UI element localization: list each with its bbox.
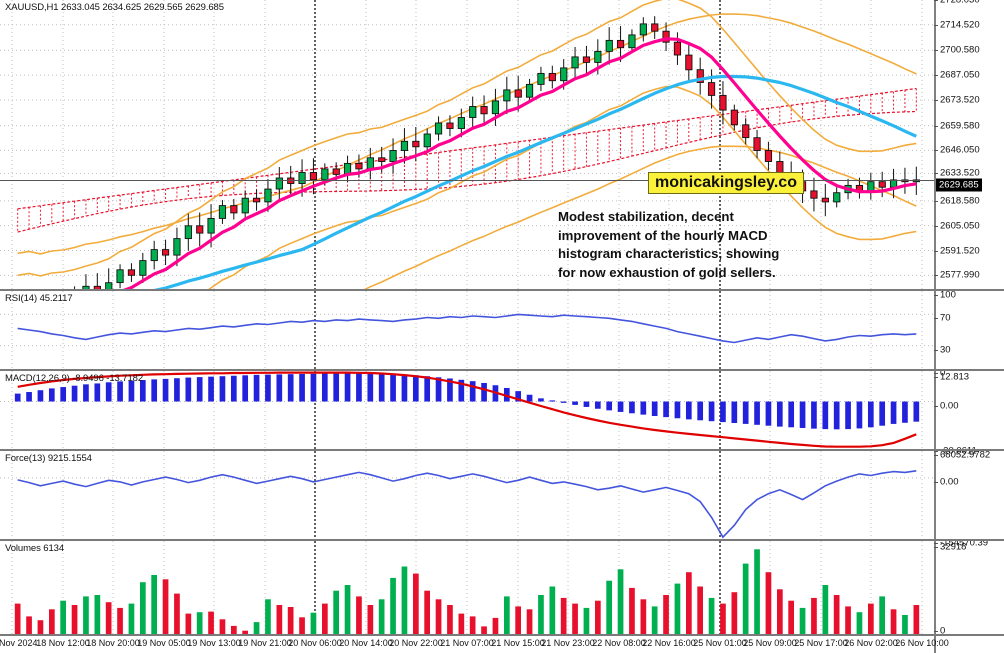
time-axis-label: 19 Nov 21:00 <box>238 638 292 648</box>
time-axis-label: 19 Nov 05:00 <box>137 638 191 648</box>
price-axis-column[interactable]: 2714.520 2700.580 2687.050 2673.520 2659.580… <box>934 0 1004 653</box>
rsi-axis-label: 100 <box>940 289 956 301</box>
force-label: Force(13) 9215.1554 <box>5 453 92 464</box>
price-axis-label: 2714.520 <box>940 19 980 31</box>
time-axis-label: 21 Nov 15:00 <box>491 638 545 648</box>
macd-panel[interactable] <box>0 371 934 449</box>
price-axis-label: 2633.520 <box>940 167 980 179</box>
axis-tick <box>934 318 938 320</box>
time-axis-label: 26 Nov 10:00 <box>895 638 949 648</box>
axis-tick <box>934 373 938 374</box>
volumes-axis-label: 32918 <box>940 541 967 553</box>
time-axis-label: 18 Nov 12:00 <box>36 638 90 648</box>
axis-tick <box>934 376 938 378</box>
price-axis-label: 2673.520 <box>940 94 980 106</box>
rsi-axis-label: 70 <box>940 312 951 324</box>
panel-divider-force <box>0 539 1004 541</box>
axis-tick <box>934 547 938 548</box>
time-axis-label: 18 Nov 20:00 <box>86 638 140 648</box>
rsi-plot-area[interactable] <box>0 291 934 369</box>
rsi-axis-label: 30 <box>940 344 951 356</box>
time-axis-label: 21 Nov 23:00 <box>541 638 595 648</box>
axis-tick <box>934 481 938 483</box>
force-axis-label: 68052.9782 <box>940 449 991 461</box>
time-axis-label: 18 Nov 2024 <box>0 638 38 648</box>
axis-tick <box>934 99 938 101</box>
axis-tick <box>934 150 938 152</box>
time-axis-label: 26 Nov 02:00 <box>844 638 898 648</box>
note-line-4: for now exhaustion of gold sellers. <box>558 264 776 280</box>
axis-tick <box>934 455 938 456</box>
last-price-badge: 2629.685 <box>936 178 982 192</box>
axis-tick <box>934 173 938 175</box>
volumes-plot-area[interactable] <box>0 541 934 635</box>
axis-tick <box>934 405 938 407</box>
axis-tick <box>934 125 938 127</box>
time-axis-label: 20 Nov 22:00 <box>389 638 443 648</box>
macd-axis-label: 12.813 <box>940 371 970 383</box>
time-axis-label: 22 Nov 16:00 <box>642 638 696 648</box>
axis-tick <box>934 631 938 632</box>
analysis-note: Modest stabilization, decent improvement… <box>558 208 779 282</box>
axis-tick <box>934 295 938 296</box>
panel-divider-price <box>0 289 1004 291</box>
macd-label: MACD(12,26,9) -8.9496 -13.7182 <box>5 373 143 384</box>
axis-tick <box>934 50 938 52</box>
volumes-panel[interactable] <box>0 541 934 635</box>
price-axis-label: 2605.050 <box>940 220 980 232</box>
time-axis-label: 25 Nov 17:00 <box>794 638 848 648</box>
time-axis-label: 22 Nov 08:00 <box>592 638 646 648</box>
force-axis-label: 0.00 <box>940 476 959 488</box>
axis-tick <box>934 250 938 252</box>
volumes-axis-label: 0 <box>940 625 946 637</box>
price-axis-label: 2618.580 <box>940 195 980 207</box>
rsi-label: RSI(14) 45.2117 <box>5 293 73 304</box>
price-axis-label: 2646.050 <box>940 144 980 156</box>
axis-tick <box>934 0 938 1</box>
price-axis-label: 2687.050 <box>940 69 980 81</box>
macd-axis-label: 0.00 <box>940 400 959 412</box>
volumes-label: Volumes 6134 <box>5 543 65 554</box>
axis-tick <box>934 543 938 544</box>
axis-tick <box>934 24 938 26</box>
note-line-2: improvement of the hourly MACD <box>558 227 768 243</box>
force-axis-label: -154570.39 <box>940 537 989 549</box>
force-plot-area[interactable] <box>0 451 934 539</box>
panel-divider-volumes <box>0 634 1004 636</box>
watermark-badge: monicakingsley.co <box>648 172 804 194</box>
axis-tick <box>934 275 938 277</box>
price-axis-label: 2577.990 <box>940 269 980 281</box>
rsi-panel[interactable] <box>0 291 934 369</box>
price-plot-area[interactable] <box>0 0 934 290</box>
axis-tick <box>934 225 938 227</box>
note-line-3: histogram characteristics, showing <box>558 246 780 261</box>
axis-separator <box>934 0 936 653</box>
time-axis-label: 20 Nov 06:00 <box>288 638 342 648</box>
panel-divider-macd <box>0 449 1004 451</box>
time-axis-label: 21 Nov 07:00 <box>440 638 494 648</box>
chart-title: XAUUSD,H1 2633.045 2634.625 2629.565 262… <box>5 2 224 13</box>
axis-tick <box>934 75 938 77</box>
price-axis-label: 2591.520 <box>940 245 980 256</box>
time-axis-label: 25 Nov 09:00 <box>743 638 797 648</box>
time-axis-label: 25 Nov 01:00 <box>693 638 747 648</box>
note-line-1: Modest stabilization, decent <box>558 209 734 224</box>
time-axis-label: 19 Nov 13:00 <box>187 638 241 648</box>
price-axis-label: 2728.030 <box>940 0 980 5</box>
panel-divider-rsi <box>0 369 1004 371</box>
force-panel[interactable] <box>0 451 934 539</box>
macd-plot-area[interactable] <box>0 371 934 449</box>
price-panel[interactable] <box>0 0 934 290</box>
time-axis-label: 20 Nov 14:00 <box>339 638 393 648</box>
price-axis-label: 2659.580 <box>940 120 980 132</box>
price-axis-label: 2700.580 <box>940 44 980 56</box>
axis-tick <box>934 200 938 202</box>
axis-tick <box>934 450 938 452</box>
rsi-axis-label: 0 <box>940 367 946 379</box>
axis-tick <box>934 349 938 351</box>
